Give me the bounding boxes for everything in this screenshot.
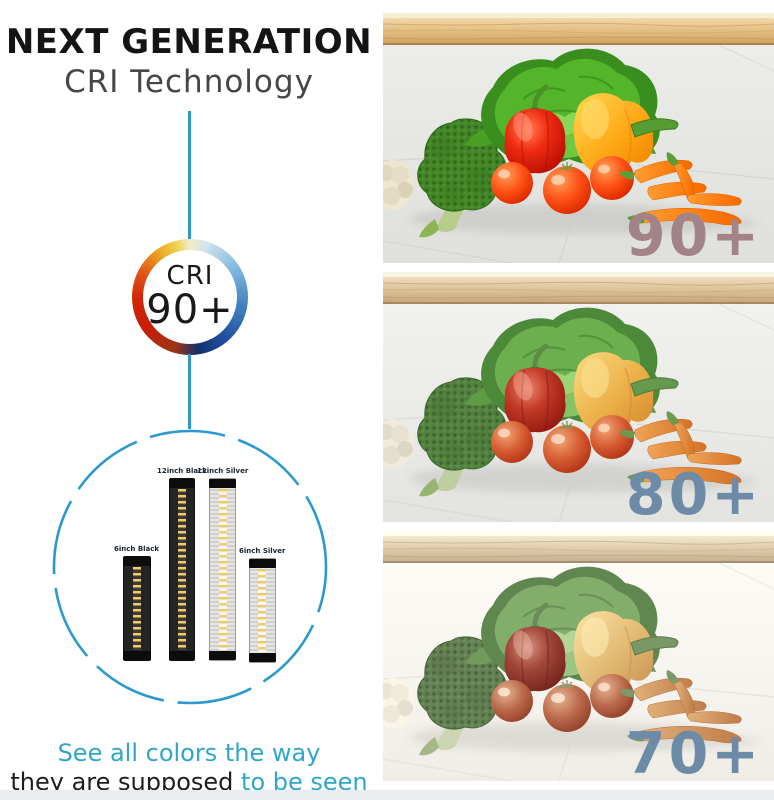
led-bar-icon — [248, 558, 276, 663]
tagline: See all colors the way they are supposed… — [0, 739, 378, 797]
cri-badge: CRI 90+ — [132, 239, 248, 355]
product-bar-12inch-black: 12inch Black — [157, 467, 207, 661]
dashed-circle — [52, 429, 328, 705]
page-subtitle: CRI Technology — [64, 64, 314, 101]
led-strip — [218, 489, 227, 650]
panel-cri-70: 70+ — [383, 531, 774, 781]
cri-badge-value: 90+ — [146, 287, 234, 333]
header: NEXT GENERATION CRI Technology — [0, 22, 378, 101]
info-column: NEXT GENERATION CRI Technology CRI 90+ 6… — [0, 0, 378, 800]
connector-line-bottom — [188, 354, 191, 429]
product-bar-label: 12inch Black — [157, 467, 207, 475]
cri-badge-label: CRI — [166, 261, 214, 291]
product-bar-label: 12inch Silver — [197, 467, 249, 475]
led-strip — [177, 489, 186, 650]
cri-value-label: 90+ — [625, 202, 762, 263]
product-bar-6inch-black: 6inch Black — [114, 545, 159, 661]
connector-line-top — [188, 111, 191, 240]
product-bar-label: 6inch Black — [114, 545, 160, 553]
footer-strip — [0, 790, 774, 800]
cri-value-label: 80+ — [625, 461, 762, 522]
cri-badge-text: CRI 90+ — [132, 239, 248, 355]
led-strip — [132, 567, 141, 650]
comparison-panels: 90+ 80+ 70+ — [383, 13, 774, 790]
product-bar-6inch-silver: 6inch Silver — [239, 547, 285, 663]
tagline-line1: See all colors the way — [57, 739, 321, 767]
product-bar-label: 6inch Silver — [239, 547, 286, 555]
panel-cri-80: 80+ — [383, 272, 774, 522]
led-bar-icon — [122, 556, 151, 661]
led-bar-icon — [168, 478, 195, 661]
cri-value-label: 70+ — [625, 720, 762, 781]
page-title: NEXT GENERATION — [5, 22, 373, 62]
led-strip — [258, 569, 267, 652]
led-bar-icon — [209, 478, 237, 661]
panel-cri-90: 90+ — [383, 13, 774, 263]
product-bar-12inch-silver: 12inch Silver — [197, 467, 248, 661]
